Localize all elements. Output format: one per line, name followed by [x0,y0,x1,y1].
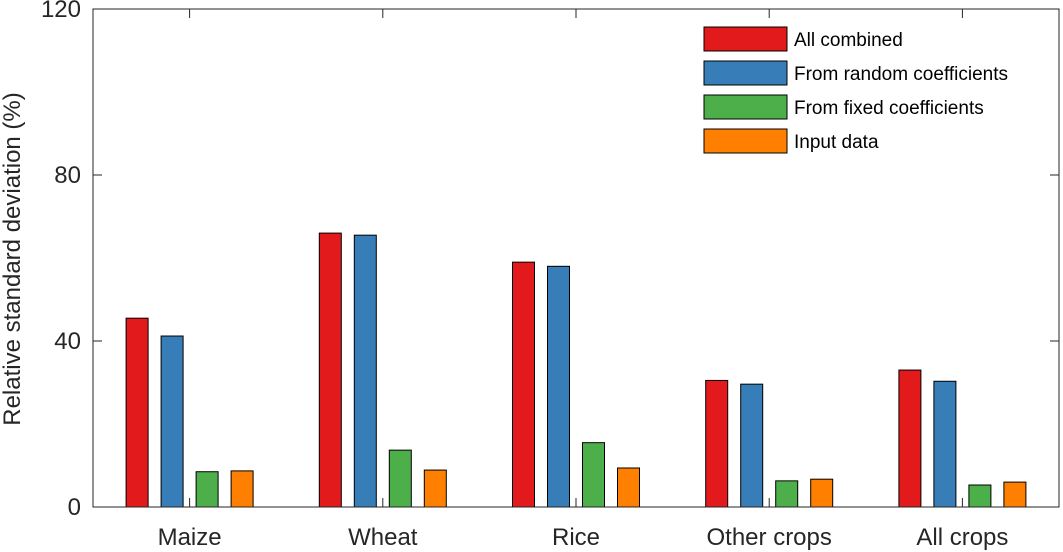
legend-label-2: From random coefficients [794,64,1008,85]
y-tick-label: 40 [54,328,81,355]
x-tick-label: Rice [552,524,600,551]
bar-maize-series-4 [230,470,254,508]
legend-swatch-3 [703,94,788,120]
tick-labels: 0 40 80 120 Maize Wheat Rice Other crops All cro… [41,0,1008,551]
legend-label-4: Input data [794,132,879,153]
bar-rice-series-4 [617,467,640,508]
bar-rice-series-1 [512,261,535,508]
bar-other-crops-series-1 [705,379,729,508]
bar-all-crops-series-1 [898,369,922,508]
bar-wheat-series-3 [388,449,412,508]
bar-other-crops-series-2 [740,383,764,508]
axes [92,8,1060,508]
legend-swatch-2 [703,60,788,86]
bar-wheat-series-2 [353,234,377,508]
bar-rice-series-3 [582,442,605,508]
y-tick-label: 120 [41,0,81,23]
y-tick-label: 80 [54,162,81,189]
bar-all-crops-series-2 [933,380,957,508]
x-tick-label: Other crops [707,524,832,551]
bar-maize-series-1 [125,317,149,508]
bar-other-crops-series-4 [810,478,834,508]
x-tick-label: All crops [916,524,1008,551]
bar-wheat-series-4 [423,469,447,508]
bar-group [125,232,1027,508]
bar-all-crops-series-3 [968,484,992,508]
bar-maize-series-2 [160,335,184,508]
legend: All combined From random coefficients From… [703,26,1008,154]
bar-rice-series-2 [547,265,570,508]
x-tick-label: Maize [158,524,222,551]
legend-label-3: From fixed coefficients [794,98,984,119]
bar-all-crops-series-4 [1003,481,1027,508]
y-tick-label: 0 [68,494,81,521]
bar-maize-series-3 [195,471,219,508]
bar-other-crops-series-3 [775,480,799,508]
bar-wheat-series-1 [318,232,342,508]
x-tick-label: Wheat [348,524,418,551]
legend-swatch-4 [703,128,788,154]
legend-swatch-1 [703,26,788,52]
y-axis-label: Relative standard deviation (%) [0,92,26,426]
legend-label-1: All combined [794,30,903,51]
